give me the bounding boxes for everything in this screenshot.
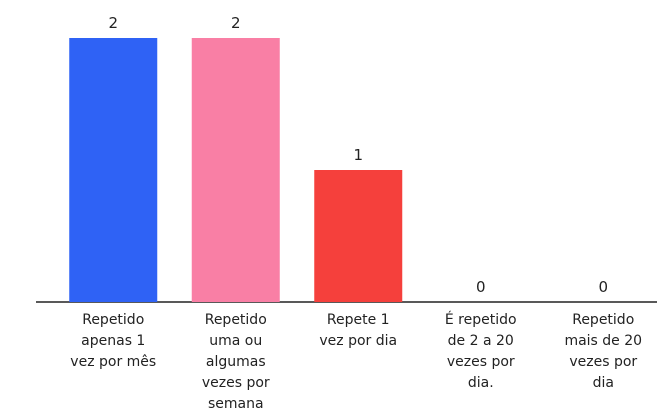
category-label: Repetido apenas 1 vez por mês	[70, 312, 157, 370]
bar	[314, 170, 403, 302]
value-label: 2	[108, 14, 118, 32]
value-label: 0	[598, 278, 608, 296]
category-label: Repetido uma ou algumas vezes por semana	[201, 312, 270, 412]
category-label: Repete 1 vez por dia	[319, 312, 398, 349]
category-label: Repetido mais de 20 vezes por dia	[564, 312, 643, 391]
bar	[69, 38, 158, 302]
bar	[191, 38, 280, 302]
category-label: É repetido de 2 a 20 vezes por dia.	[444, 312, 517, 391]
value-label: 0	[476, 278, 486, 296]
value-label: 1	[353, 146, 363, 164]
value-label: 2	[231, 14, 241, 32]
